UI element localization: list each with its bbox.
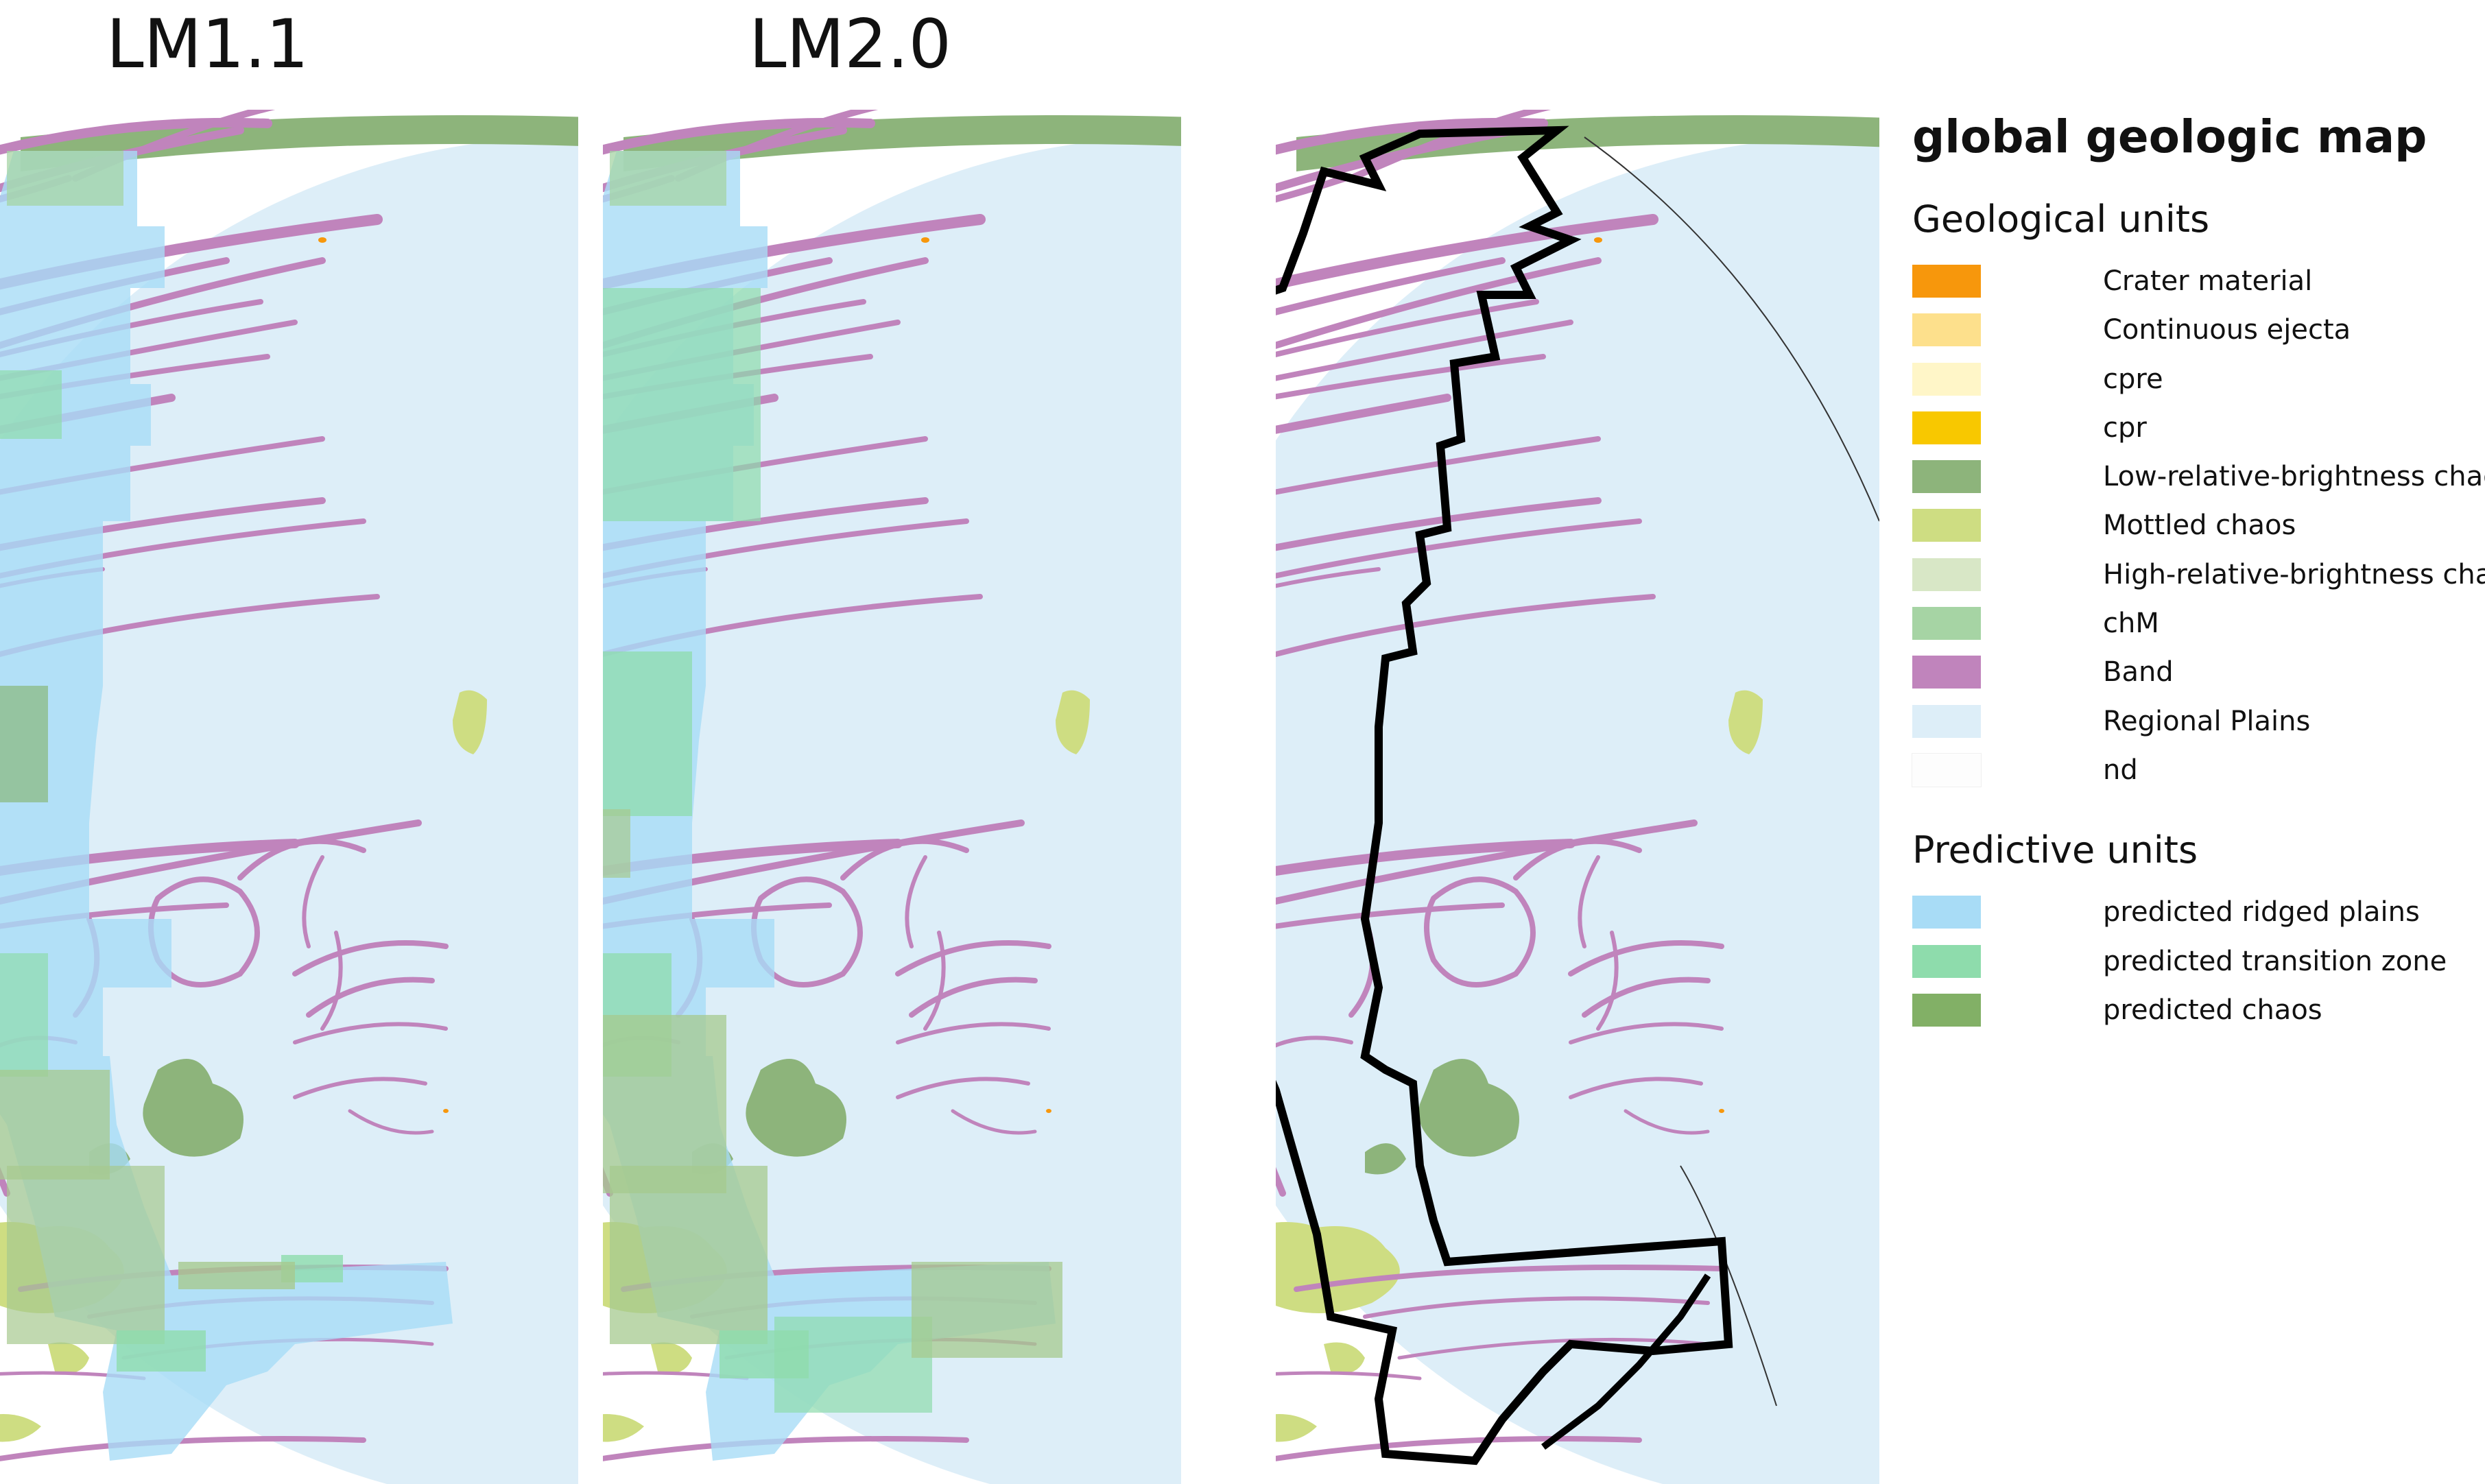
legend-swatch: [1912, 993, 1981, 1027]
legend-swatch: [1912, 460, 1981, 494]
legend-label: cpre: [2103, 363, 2163, 395]
panel-title-lm20: LM2.0: [749, 5, 952, 84]
legend-title: global geologic map: [1912, 110, 2427, 163]
legend-swatch: [1912, 607, 1981, 641]
legend-swatch: [1912, 265, 1981, 298]
legend-label: predicted transition zone: [2103, 945, 2447, 977]
geological-unit-legend-item: Continuous ejecta: [1912, 309, 2482, 358]
legend-label: chM: [2103, 608, 2159, 640]
geological-unit-legend-item: chM: [1912, 603, 2482, 651]
panel-title-lm11: LM1.1: [106, 5, 309, 84]
predictive-unit-legend-item: predicted transition zone: [1912, 941, 2482, 990]
geological-unit-legend-item: nd: [1912, 750, 2482, 798]
geological-unit-legend-item: cpr: [1912, 407, 2482, 456]
study-area-outline: [1276, 125, 1733, 1465]
legend-label: Mottled chaos: [2103, 510, 2296, 542]
legend-label: High-relative-brightness chaos: [2103, 558, 2485, 590]
legend-swatch: [1912, 313, 1981, 347]
legend-label: Low-relative-brightness chaos: [2103, 461, 2485, 493]
legend-label: Band: [2103, 656, 2174, 689]
geological-unit-legend-item: Mottled chaos: [1912, 505, 2482, 553]
legend-swatch: [1912, 752, 1982, 787]
geological-unit-legend-item: Band: [1912, 651, 2482, 700]
map-panel-geologic: [1276, 96, 1879, 1484]
legend-swatch: [1912, 509, 1981, 542]
legend-label: Regional Plains: [2103, 705, 2311, 737]
geological-units-list: Crater material Continuous ejecta cpre cpr L…: [1912, 261, 2485, 798]
legend-swatch: [1912, 362, 1981, 396]
legend-swatch: [1912, 411, 1981, 444]
legend: global geologic map Geological units Cra…: [1912, 103, 2485, 1038]
geological-unit-legend-item: High-relative-brightness chaos: [1912, 554, 2485, 603]
predictive-unit-legend-item: predicted chaos: [1912, 990, 2482, 1038]
legend-label: Crater material: [2103, 265, 2313, 297]
legend-swatch: [1912, 944, 1981, 978]
geological-unit-legend-item: Regional Plains: [1912, 701, 2482, 750]
geological-unit-legend-item: cpre: [1912, 359, 2482, 407]
legend-label: cpr: [2103, 411, 2147, 444]
legend-section-predictive: Predictive units: [1912, 828, 2198, 872]
legend-label: nd: [2103, 754, 2138, 786]
legend-label: Continuous ejecta: [2103, 314, 2351, 346]
legend-swatch: [1912, 558, 1981, 591]
legend-label: predicted chaos: [2103, 994, 2322, 1026]
legend-section-geological: Geological units: [1912, 198, 2210, 241]
map-panel-lm11: [0, 96, 1255, 1484]
map-panel-lm20: [603, 96, 1858, 1484]
legend-swatch: [1912, 896, 1981, 929]
geological-unit-legend-item: Crater material: [1912, 261, 2482, 309]
geological-unit-legend-item: Low-relative-brightness chaos: [1912, 456, 2485, 505]
legend-label: predicted ridged plains: [2103, 896, 2420, 929]
predictive-unit-legend-item: predicted ridged plains: [1912, 891, 2482, 940]
predictive-units-list: predicted ridged plains predicted transit…: [1912, 891, 2482, 1038]
legend-swatch: [1912, 704, 1981, 738]
legend-swatch: [1912, 656, 1981, 689]
